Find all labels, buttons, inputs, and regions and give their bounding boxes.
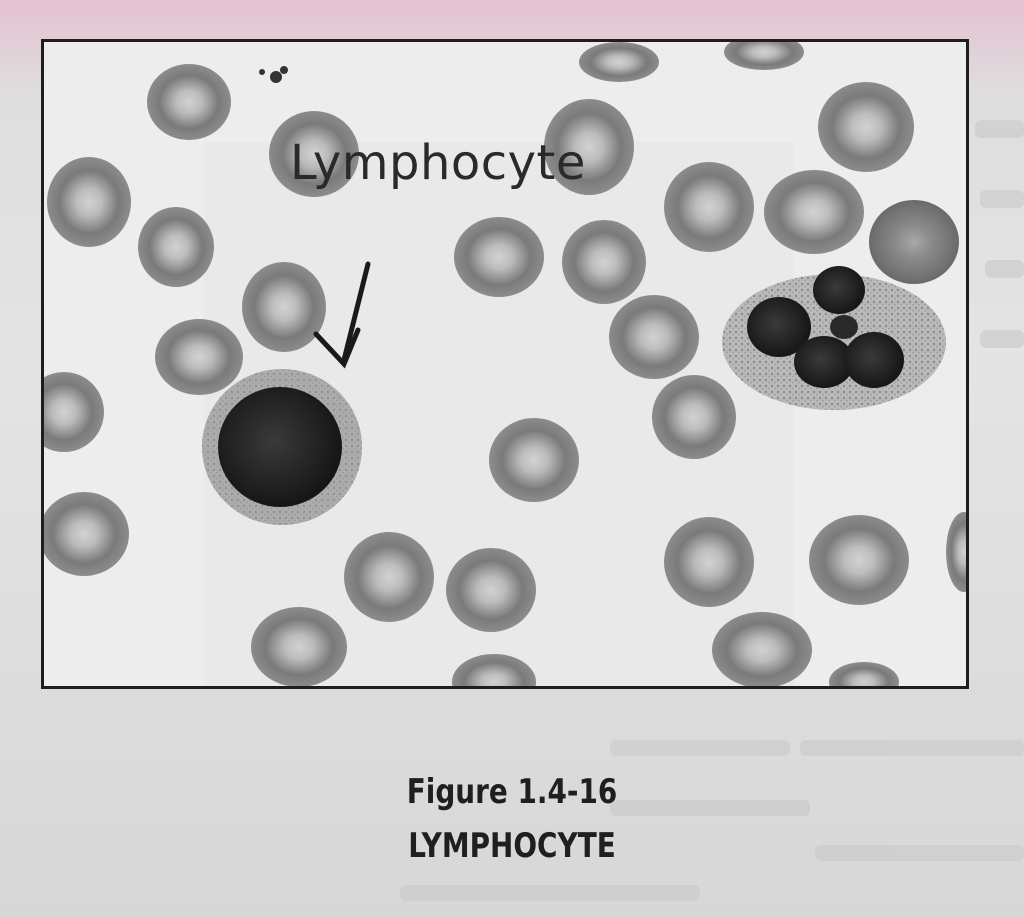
red-blood-cell [664,162,754,252]
red-blood-cell [138,207,214,287]
figure-number: Figure 1.4-16 [406,772,618,812]
red-blood-cell [609,295,699,379]
red-blood-cell [869,200,959,284]
red-blood-cell [446,548,536,632]
red-blood-cell [489,418,579,502]
red-blood-cell [764,170,864,254]
red-blood-cell [44,492,129,576]
red-blood-cell [452,654,536,686]
red-blood-cell [579,42,659,82]
red-blood-cell [946,512,966,592]
red-blood-cell [829,662,899,686]
red-blood-cell [251,607,347,686]
red-blood-cell [818,82,914,172]
pointer-arrow [313,261,371,369]
neutrophil [722,266,946,410]
red-blood-cell [147,64,231,140]
red-blood-cell [454,217,544,297]
red-blood-cell [544,99,634,195]
micrograph-frame [41,39,969,689]
cell-label: Lymphocyte [290,135,586,191]
red-blood-cell [724,42,804,70]
red-blood-cells [44,42,966,686]
red-blood-cell [44,372,104,452]
blood-smear-micrograph [44,42,966,686]
red-blood-cell [155,319,243,395]
red-blood-cell [242,262,326,352]
red-blood-cell [344,532,434,622]
red-blood-cell [712,612,812,686]
red-blood-cell [562,220,646,304]
figure-title: LYMPHOCYTE [408,826,616,866]
red-blood-cell [664,517,754,607]
lymphocyte-cell [202,369,362,525]
red-blood-cell [809,515,909,605]
red-blood-cell [47,157,131,247]
red-blood-cell [652,375,736,459]
red-blood-cell [269,111,359,197]
